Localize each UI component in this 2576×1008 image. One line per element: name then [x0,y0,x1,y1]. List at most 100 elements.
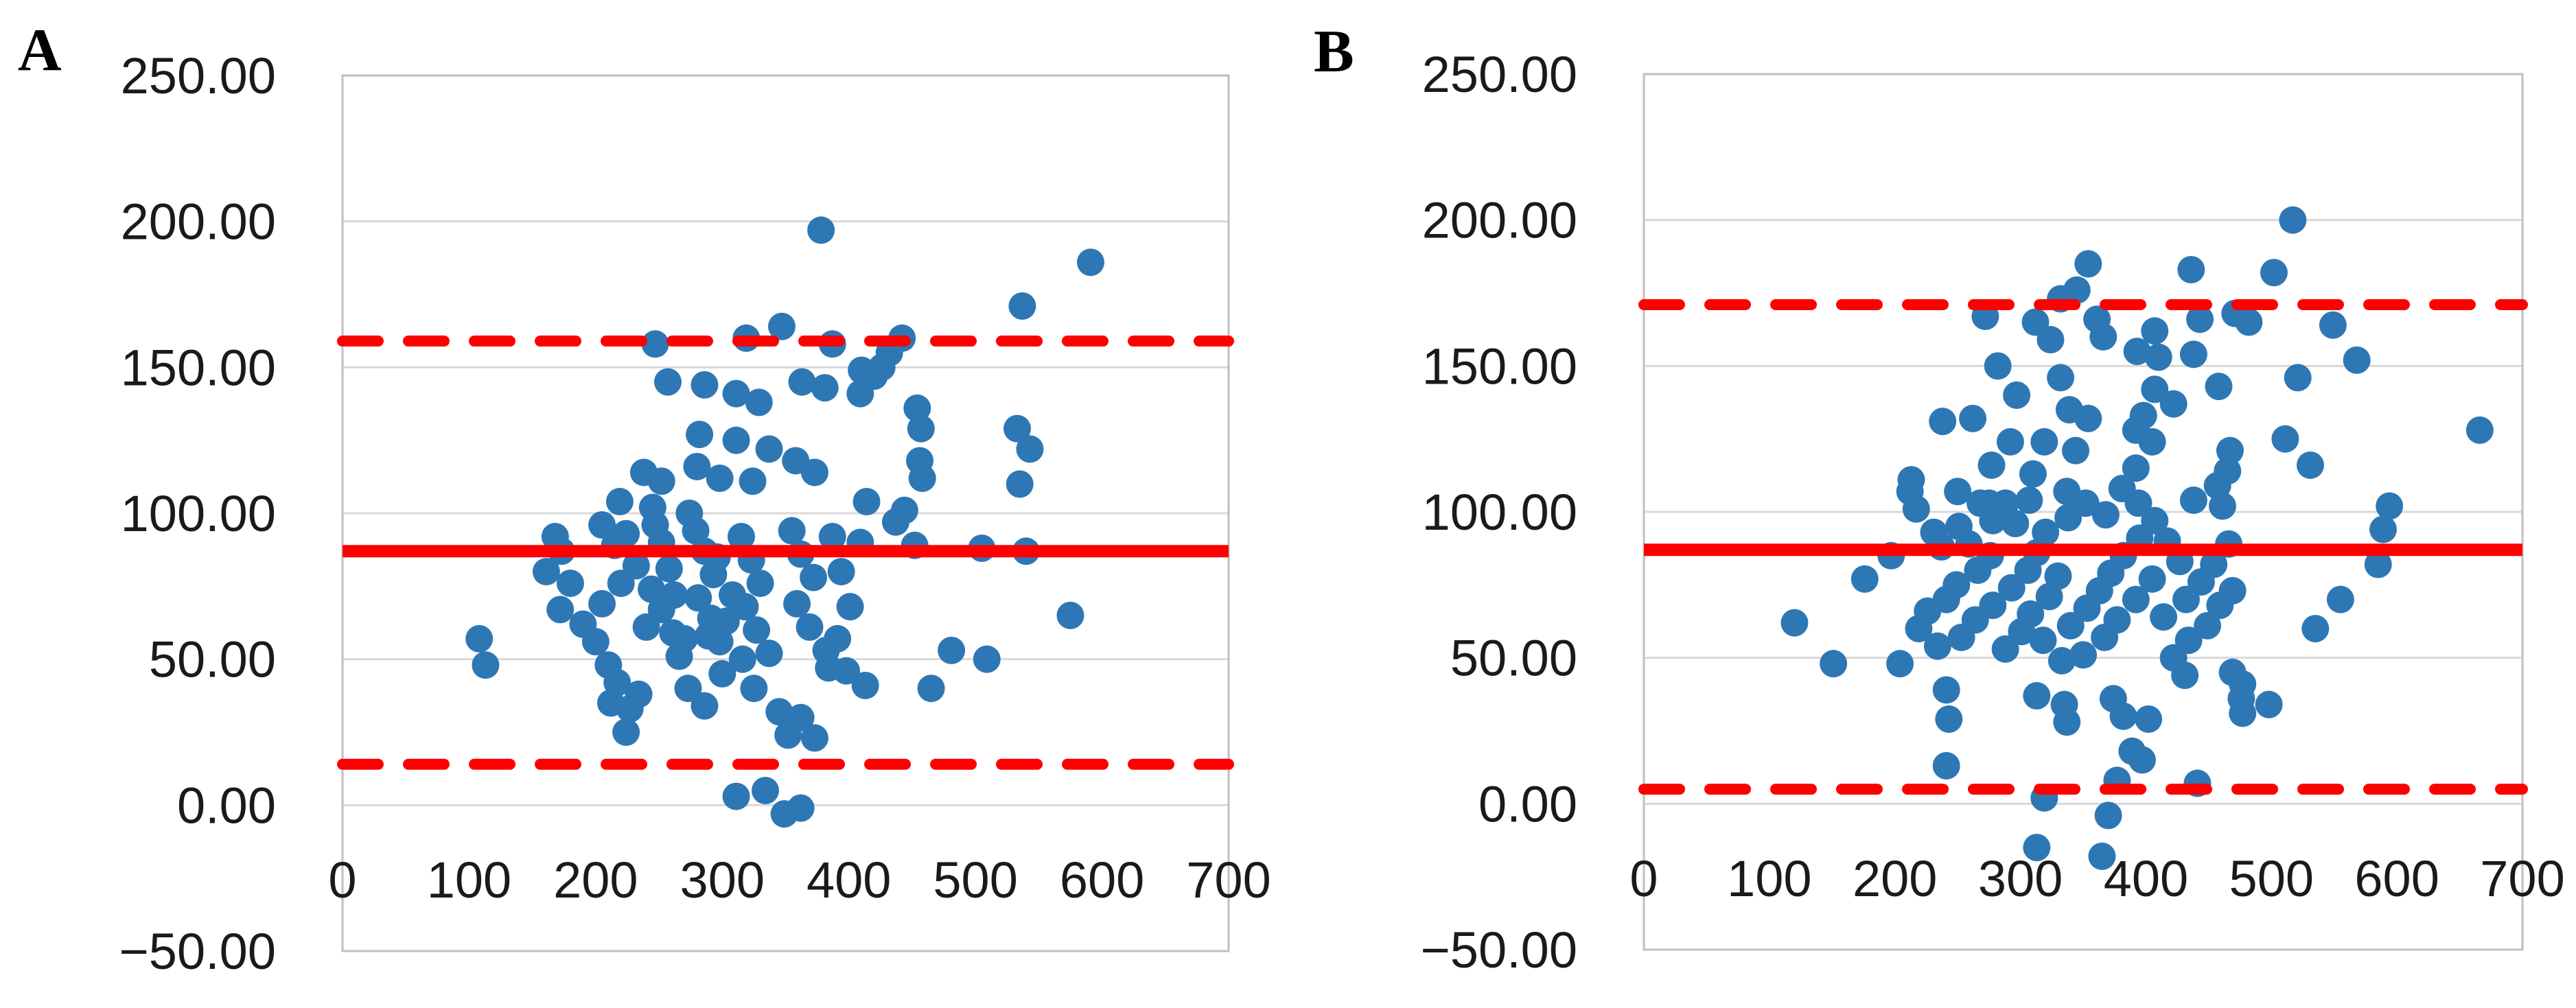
panel-b-y-tick-label: −50.00 [1421,922,1577,978]
panel-a-data-point [767,312,796,340]
panel-a-data-point [778,517,806,545]
panel-a-data-point [727,523,755,551]
panel-a-data-point [1008,292,1036,320]
panel-a-y-tick-label: 0.00 [177,777,276,834]
panel-b-data-point [1935,705,1963,733]
panel-b-x-tick-label: 0 [1629,850,1658,907]
panel-b-data-point [2072,489,2100,517]
panel-b-data-point [2030,427,2058,456]
panel-b-data-point [2326,585,2354,613]
panel-b-data-point [2089,323,2117,351]
panel-b-data-point [2138,565,2166,593]
panel-b-data-point [2047,364,2075,392]
panel-b-x-tick-label: 100 [1727,850,1811,907]
panel-b-data-point [2023,834,2051,862]
panel-a-data-point [674,675,702,703]
panel-a-y-tick-label: 50.00 [149,631,276,688]
panel-a-data-point [755,640,783,668]
panel-a-x-tick-label: 500 [933,852,1017,909]
panel-a-data-point [691,371,719,399]
panel-b-data-point [2141,375,2169,403]
panel-b-plot-border [1643,73,2524,951]
panel-b-data-point [2279,206,2307,234]
panel-a-data-point [881,508,909,536]
panel-b-y-tick-label: 250.00 [1422,46,1577,103]
panel-b-data-point [1929,408,1957,436]
panel-a-data-point [722,426,750,454]
panel-b-data-point [2141,506,2169,535]
panel-b-data-point [1923,632,1951,660]
panel-a-data-point [848,356,876,384]
panel-b-data-point [2124,489,2153,517]
panel-b-data-point [2144,343,2172,371]
panel-a-data-point [612,718,640,746]
panel-a-data-point [907,414,935,443]
panel-a-data-point [938,636,966,664]
panel-a-data-point [596,689,625,717]
panel-b-y-tick-label: 100.00 [1422,484,1577,541]
panel-a-data-point [638,575,666,603]
panel-b-data-point [2047,646,2076,675]
panel-b-data-point [1850,565,1879,593]
panel-a-data-point [1016,435,1044,463]
panel-a-data-point [787,794,815,822]
panel-a-data-point [612,519,640,548]
panel-b-x-tick-label: 600 [2354,850,2439,907]
panel-b-y-tick-label: 50.00 [1450,630,1577,687]
panel-a-data-point [755,435,783,463]
panel-b-data-point [1944,478,1972,506]
panel-a-plot-border [341,74,1230,952]
panel-b-data-point [1905,615,1933,643]
panel-b-data-point [1991,489,2019,517]
panel-b-letter: B [1314,19,1354,85]
panel-a-data-point [546,596,575,624]
panel-b-data-point [2029,626,2057,655]
panel-b-x-tick-label: 400 [2104,850,2188,907]
panel-b-data-point [2205,373,2233,401]
panel-a-data-point [746,570,774,598]
panel-a-data-point [465,624,494,653]
panel-b-data-point [1964,556,1992,585]
panel-b-data-point [2003,381,2031,409]
panel-b-data-point [2141,317,2169,345]
panel-a-data-point [739,467,767,495]
panel-b-data-point [1902,495,1930,523]
panel-a-data-point [588,511,616,539]
panel-a-data-point [973,645,1001,673]
panel-b-data-point [2122,585,2150,613]
panel-a-data-point [800,724,828,752]
panel-a-data-point [556,570,584,598]
panel-a-data-point [796,613,824,641]
panel-a-y-tick-label: 250.00 [121,47,276,104]
panel-b-data-point [1977,451,2006,479]
panel-a-data-point [719,581,747,609]
panel-a-data-point [472,651,500,679]
panel-b-data-point [2008,618,2036,646]
panel-a-data-point [800,458,828,487]
panel-b-y-tick-label: 200.00 [1422,192,1577,249]
panel-a-x-tick-label: 300 [680,852,765,909]
panel-b-y-tick-label: 150.00 [1422,338,1577,395]
panel-b-data-point [2271,425,2299,453]
panel-a-data-point [745,388,773,417]
panel-b-x-tick-label: 300 [1978,850,2063,907]
panel-b-data-point [2128,746,2156,774]
panel-b-data-point [1820,650,1848,678]
panel-b-data-point [2094,801,2122,830]
panel-a-data-point [653,368,682,396]
panel-a-data-point [728,645,756,673]
panel-a-x-tick-label: 600 [1060,852,1144,909]
panel-b-data-point [2235,308,2263,336]
panel-a-data-point [655,554,683,583]
panel-b-data-point [2208,492,2236,520]
panel-b-data-point [2032,518,2060,546]
panel-a-data-point [1056,601,1084,629]
panel-a-data-point [807,216,835,244]
panel-b-data-point [2216,436,2244,465]
panel-a-data-point [660,581,688,609]
panel-b-data-point [2186,305,2214,333]
panel-a-data-point [836,593,864,621]
panel-a-y-tick-label: 200.00 [121,194,276,250]
